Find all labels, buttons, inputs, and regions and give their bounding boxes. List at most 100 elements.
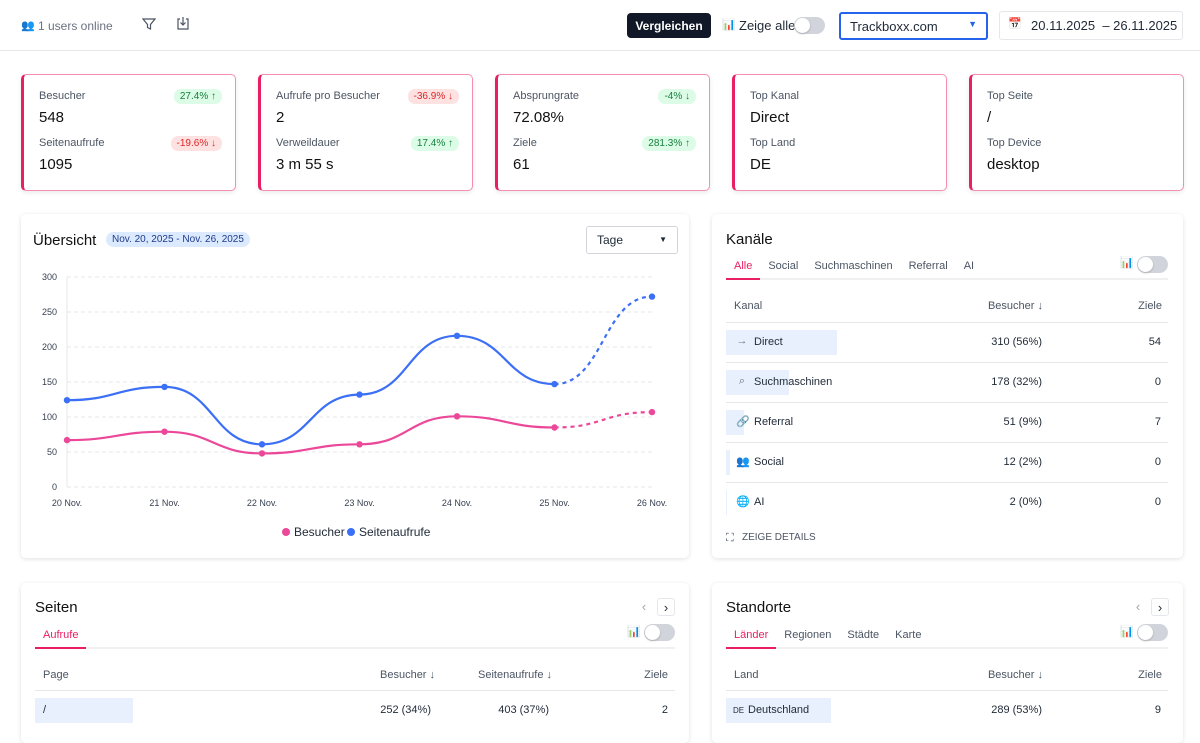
overview-panel: Übersicht Nov. 20, 2025 - Nov. 26, 2025 … <box>21 214 689 558</box>
show-all-label: Zeige alle <box>739 18 796 33</box>
kpi-value: 61 <box>513 156 530 173</box>
data-point[interactable] <box>161 383 168 391</box>
kpi-card[interactable]: Aufrufe pro Besucher -36.9% ↓ 2 Verweild… <box>258 74 473 191</box>
kpi-card[interactable]: Top Seite / Top Device desktop <box>969 74 1184 191</box>
table-row[interactable]: 🔗 Referral 51 (9%) 7 <box>726 402 1168 442</box>
compare-button[interactable]: Vergleichen <box>627 13 711 38</box>
data-point[interactable] <box>453 413 461 420</box>
table-row[interactable]: ⌕ Suchmaschinen 178 (32%) 0 <box>726 362 1168 402</box>
data-point[interactable] <box>161 428 168 435</box>
data-point[interactable] <box>63 436 71 444</box>
data-point[interactable] <box>258 450 266 457</box>
channels-panel: Kanäle Alle Social Suchmaschinen Referral AI… <box>712 214 1183 558</box>
kpi-value: DE <box>750 156 771 173</box>
show-all-toggle[interactable] <box>794 17 825 34</box>
goals-value: 54 <box>1148 336 1161 348</box>
users-icon: 👥 <box>736 456 750 468</box>
x-tick-label: 22 Nov. <box>247 498 277 508</box>
chevron-right-icon[interactable]: › <box>657 598 675 616</box>
data-point[interactable] <box>551 380 558 388</box>
tab-karte[interactable]: Karte <box>895 629 922 641</box>
header-besucher[interactable]: Besucher ↓ <box>380 669 436 681</box>
legend-label[interactable]: Besucher <box>294 525 345 539</box>
visitors-value: 2 (0%) <box>1009 496 1042 508</box>
data-point[interactable] <box>258 441 266 448</box>
header-ziele: Ziele <box>1138 669 1162 681</box>
y-tick-label: 0 <box>52 482 57 492</box>
page-path: / <box>43 704 47 716</box>
share-bar <box>726 490 727 515</box>
channels-title: Kanäle <box>726 231 773 248</box>
tab-städte[interactable]: Städte <box>847 629 880 641</box>
tab-alle[interactable]: Alle <box>726 260 761 280</box>
share-bar <box>726 450 730 475</box>
chart-icon[interactable]: 📊 <box>627 626 641 638</box>
kpi-label: Top Seite <box>987 90 1033 102</box>
visitors-value: 252 (34%) <box>380 704 431 716</box>
granularity-select[interactable]: Tage ▼ <box>586 226 678 254</box>
chart-toggle[interactable] <box>644 624 675 641</box>
header-land: Land <box>734 669 759 681</box>
tab-aufrufe[interactable]: Aufrufe <box>35 629 87 649</box>
tab-länder[interactable]: Länder <box>726 629 777 649</box>
chart-toggle[interactable] <box>1137 624 1168 641</box>
locations-panel: Standorte ‹ › Länder Regionen Städte Karte … <box>712 583 1183 743</box>
data-point[interactable] <box>356 441 363 448</box>
table-row[interactable]: 👥 Social 12 (2%) 0 <box>726 442 1168 482</box>
header-page: Page <box>43 669 69 681</box>
kpi-label: Ziele <box>513 137 537 149</box>
legend-marker <box>282 528 290 536</box>
chevron-right-icon[interactable]: › <box>1151 598 1169 616</box>
goals-value: 7 <box>1154 416 1161 428</box>
kpi-label: Aufrufe pro Besucher <box>276 90 380 102</box>
chevron-left-icon[interactable]: ‹ <box>1135 599 1141 614</box>
header-besucher[interactable]: Besucher ↓ <box>987 669 1043 681</box>
trend-badge: -4% ↓ <box>658 89 696 104</box>
trend-badge: 281.3% ↑ <box>642 136 696 151</box>
header-seitenaufrufe[interactable]: Seitenaufrufe ↓ <box>478 669 552 681</box>
header-ziele: Ziele <box>1138 300 1162 312</box>
chart-toggle[interactable] <box>1137 256 1168 273</box>
kpi-value: Direct <box>750 109 790 126</box>
x-tick-label: 24 Nov. <box>442 498 472 508</box>
tab-referral[interactable]: Referral <box>908 260 948 272</box>
data-point[interactable] <box>453 332 461 339</box>
header-besucher[interactable]: Besucher ↓ <box>987 300 1043 312</box>
data-point[interactable] <box>551 424 558 431</box>
site-select[interactable]: Trackboxx.com ▼ <box>839 12 988 40</box>
download-icon[interactable] <box>176 16 190 31</box>
data-point[interactable] <box>63 397 71 404</box>
filter-icon[interactable] <box>142 17 156 31</box>
share-bar <box>726 410 744 435</box>
table-row[interactable]: / 252 (34%) 403 (37%) 2 <box>35 690 675 730</box>
channel-name: AI <box>754 496 765 508</box>
kpi-label: Seitenaufrufe <box>39 137 105 149</box>
chart-icon[interactable]: 📊 <box>1120 626 1134 638</box>
data-point[interactable] <box>356 391 363 398</box>
kpi-card[interactable]: Besucher 27.4% ↑ 548 Seitenaufrufe -19.6… <box>21 74 236 191</box>
goals-value: 0 <box>1154 456 1161 468</box>
show-details-link[interactable]: ZEIGE DETAILS <box>742 532 816 543</box>
data-point[interactable] <box>648 293 656 300</box>
data-point[interactable] <box>648 408 656 416</box>
tab-ai[interactable]: AI <box>963 260 975 272</box>
goals-value: 0 <box>1154 496 1161 508</box>
users-online: 1 users online <box>38 19 113 33</box>
chevron-left-icon[interactable]: ‹ <box>641 599 647 614</box>
channel-name: Referral <box>754 416 794 428</box>
legend-label[interactable]: Seitenaufrufe <box>359 525 431 539</box>
arrow-right-icon: → <box>736 335 748 347</box>
date-range-picker[interactable]: 📅 20.11.2025 – 26.11.2025 <box>999 11 1183 40</box>
tab-suchmaschinen[interactable]: Suchmaschinen <box>814 260 893 272</box>
kpi-value: 2 <box>276 109 285 126</box>
tab-regionen[interactable]: Regionen <box>784 629 832 641</box>
kpi-card[interactable]: Absprungrate -4% ↓ 72.08% Ziele 281.3% ↑… <box>495 74 710 191</box>
table-row[interactable]: → Direct 310 (56%) 54 <box>726 322 1168 362</box>
channel-name: Direct <box>754 336 783 348</box>
tab-social[interactable]: Social <box>768 260 799 272</box>
chart-icon[interactable]: 📊 <box>1120 257 1134 269</box>
chart-icon: 📊 <box>722 19 736 31</box>
table-row[interactable]: 🌐 AI 2 (0%) 0 <box>726 482 1168 522</box>
kpi-card[interactable]: Top Kanal Direct Top Land DE <box>732 74 947 191</box>
table-row[interactable]: DE Deutschland 289 (53%) 9 <box>726 690 1168 730</box>
